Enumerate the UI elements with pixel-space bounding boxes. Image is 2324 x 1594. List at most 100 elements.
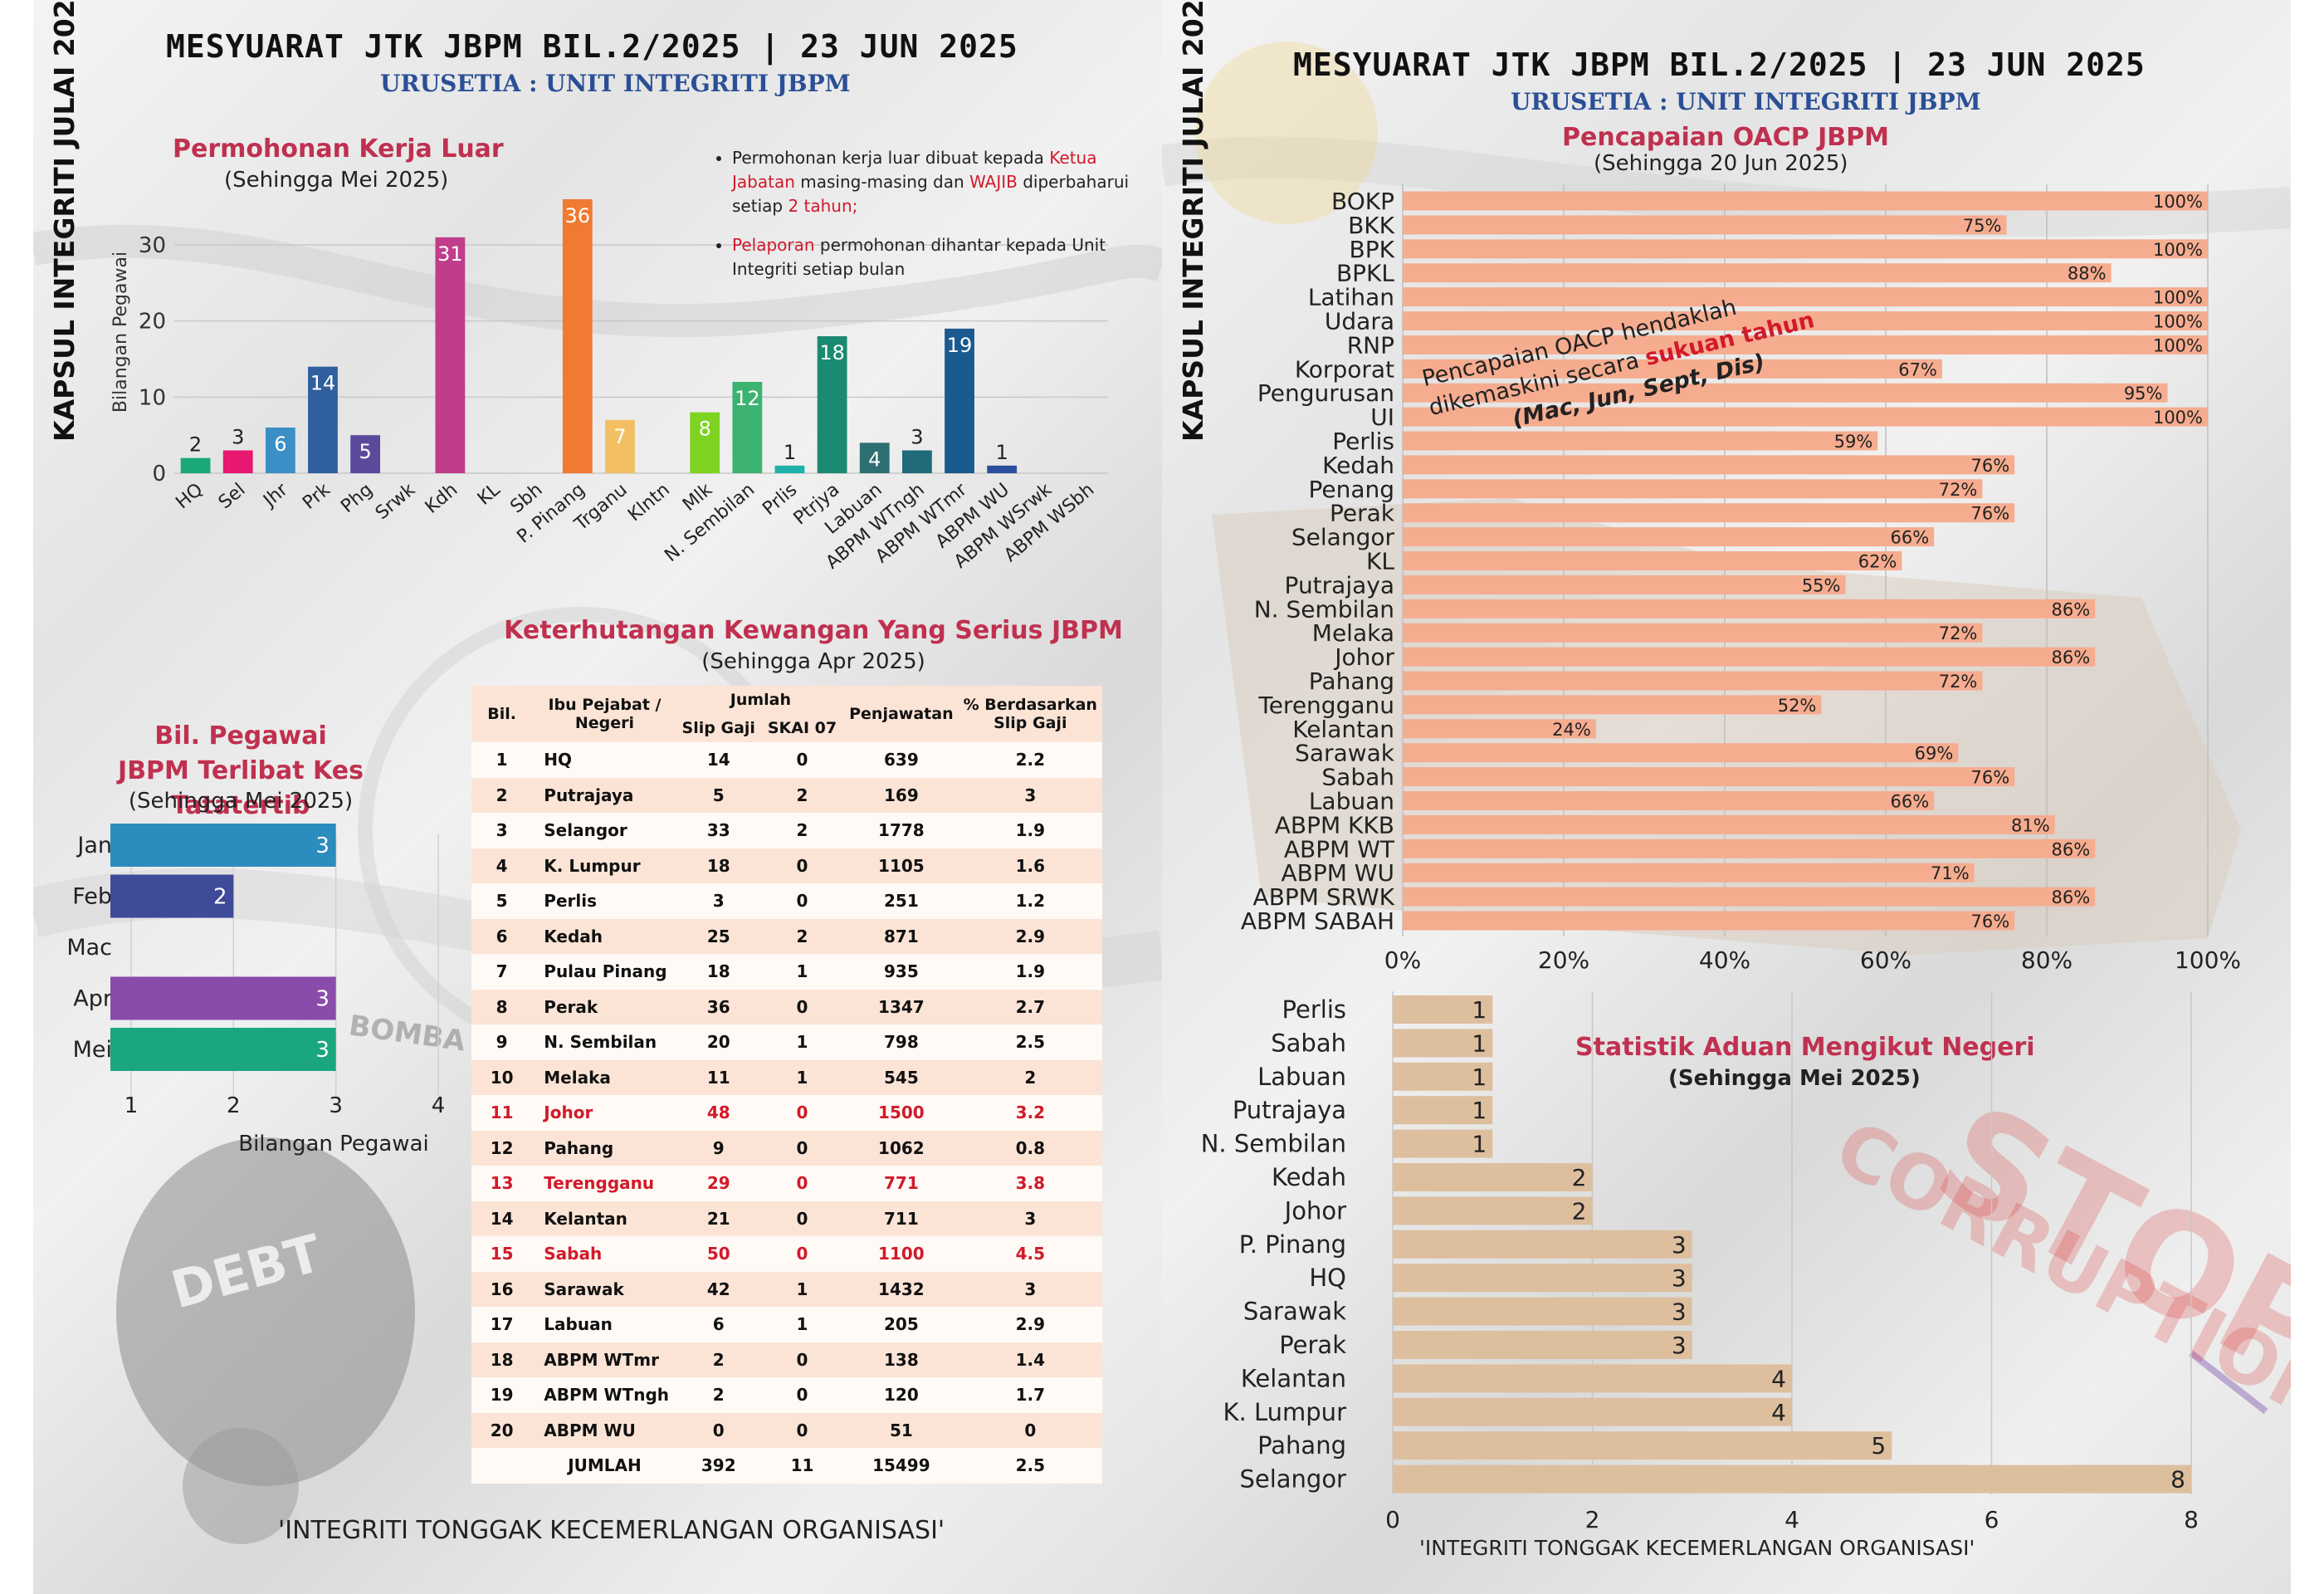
bar [1393, 1297, 1692, 1326]
y-tick-label: Mei [73, 1037, 112, 1063]
data-label: 81% [2011, 815, 2050, 835]
y-tick-label: P. Pinang [1239, 1230, 1346, 1259]
table-cell: 0 [759, 1166, 845, 1201]
y-tick-label: ABPM SABAH [1241, 907, 1394, 935]
data-label: 76% [1971, 768, 2010, 788]
table-cell: 4.5 [958, 1236, 1102, 1272]
y-tick-label: ABPM WT [1284, 835, 1395, 863]
table-row: 1 HQ 14 0 639 2.2 [471, 742, 1102, 778]
bar [1403, 599, 2096, 619]
table-row: 10 Melaka 11 1 545 2 [471, 1059, 1102, 1095]
bar [350, 435, 381, 473]
bar [1393, 995, 1493, 1024]
table-cell: 1105 [844, 848, 959, 883]
x-tick-label: 2 [1585, 1506, 1600, 1533]
data-label: 71% [1931, 863, 1970, 883]
bar [817, 336, 847, 473]
x-tick-label: 2 [227, 1093, 241, 1118]
bar [1403, 887, 2096, 907]
table-cell: 20 [471, 1412, 533, 1448]
data-label: 1 [1472, 1063, 1487, 1091]
table-cell: 392 [676, 1448, 760, 1484]
table-cell: 1432 [844, 1271, 959, 1307]
x-tick-label: 80% [2021, 946, 2073, 974]
bar [1393, 1431, 1892, 1460]
bar [435, 237, 466, 473]
bar [1393, 1096, 1493, 1125]
table-cell: 798 [844, 1024, 959, 1060]
table-cell: 14 [471, 1200, 533, 1236]
table-cell: 1 [471, 742, 533, 778]
table-cell: JUMLAH [532, 1448, 677, 1484]
table-cell: 13 [471, 1166, 533, 1201]
table-cell: ABPM WTmr [532, 1342, 677, 1377]
aduan-chart: 0 2 4 6 8 Perlis 1 Sabah 1 Labuan 1 Putrajaya 1 N. Se… [1201, 991, 2199, 1533]
table-cell: 2.2 [958, 742, 1102, 778]
x-tick-label: 20% [1538, 946, 1589, 974]
data-label: 75% [1963, 216, 2002, 236]
y-tick-label: RNP [1347, 331, 1394, 359]
x-tick-label: HQ [172, 479, 207, 513]
data-label: 3 [911, 426, 923, 449]
bar [1393, 1230, 1692, 1259]
table-cell: 6 [471, 918, 533, 954]
y-tick-label: 0 [152, 462, 166, 487]
bar [1403, 647, 2096, 667]
aduan-title: Statistik Aduan Mengikut Negeri [1575, 1033, 2035, 1062]
y-tick-label: BKK [1348, 212, 1395, 239]
x-tick-label: 4 [1784, 1506, 1799, 1533]
y-axis-label: Bilangan Pegawai [110, 252, 131, 413]
table-cell: 20 [676, 1024, 760, 1060]
data-label: 100% [2153, 312, 2203, 332]
y-tick-label: Udara [1325, 308, 1394, 335]
bar [1393, 1364, 1792, 1393]
data-label: 66% [1891, 528, 1930, 548]
data-label: 1 [784, 441, 796, 464]
table-cell: 251 [844, 883, 959, 919]
y-tick-label: BPKL [1336, 260, 1394, 287]
data-label: 6 [274, 433, 286, 456]
note-highlight: 2 tahun; [788, 196, 858, 216]
data-label: 1 [1472, 996, 1487, 1024]
bar [1393, 1163, 1593, 1191]
data-label: 19 [947, 334, 973, 357]
table-row: 20 ABPM WU 0 0 51 0 [471, 1412, 1102, 1448]
data-label: 62% [1858, 552, 1897, 572]
data-label: 14 [310, 372, 336, 395]
table-cell: 11 [676, 1059, 760, 1095]
table-cell: 0 [759, 1342, 845, 1377]
table-cell: 9 [471, 1024, 533, 1060]
note-text: Permohonan kerja luar dibuat kepada [732, 148, 1050, 168]
table-cell: 0 [759, 883, 845, 919]
table-total-row: JUMLAH 392 11 15499 2.5 [471, 1448, 1102, 1484]
table-cell: 138 [844, 1342, 959, 1377]
x-tick-label: Prk [299, 479, 334, 514]
table-cell: 5 [676, 777, 760, 813]
x-tick-label: 0 [1385, 1506, 1400, 1533]
table-cell: 9 [676, 1130, 760, 1166]
data-label: 72% [1939, 480, 1978, 500]
y-tick-label: UI [1370, 403, 1394, 431]
data-label: 18 [819, 341, 845, 364]
bar [110, 824, 336, 867]
y-tick-label: N. Sembilan [1201, 1130, 1346, 1158]
table-cell: K. Lumpur [532, 848, 677, 883]
y-tick-label: ABPM KKB [1275, 811, 1394, 839]
table-cell: 0 [759, 1200, 845, 1236]
bar [1403, 455, 2015, 475]
table-cell: 935 [844, 954, 959, 990]
table-row: 5 Perlis 3 0 251 1.2 [471, 883, 1102, 919]
y-tick-label: 10 [139, 385, 166, 410]
table-cell: 15499 [844, 1448, 959, 1484]
bar [1403, 215, 2007, 235]
y-tick-label: Sarawak [1243, 1298, 1346, 1326]
table-cell: 1.6 [958, 848, 1102, 883]
table-cell: 18 [676, 954, 760, 990]
bar [110, 1028, 336, 1071]
table-cell: 0 [759, 1412, 845, 1448]
bar [1393, 1029, 1493, 1058]
bar [1393, 1331, 1692, 1359]
data-label: 3 [315, 834, 330, 858]
note-item-2: Pelaporan permohonan dihantar kepada Uni… [732, 233, 1162, 281]
y-tick-label: Sarawak [1295, 740, 1395, 767]
